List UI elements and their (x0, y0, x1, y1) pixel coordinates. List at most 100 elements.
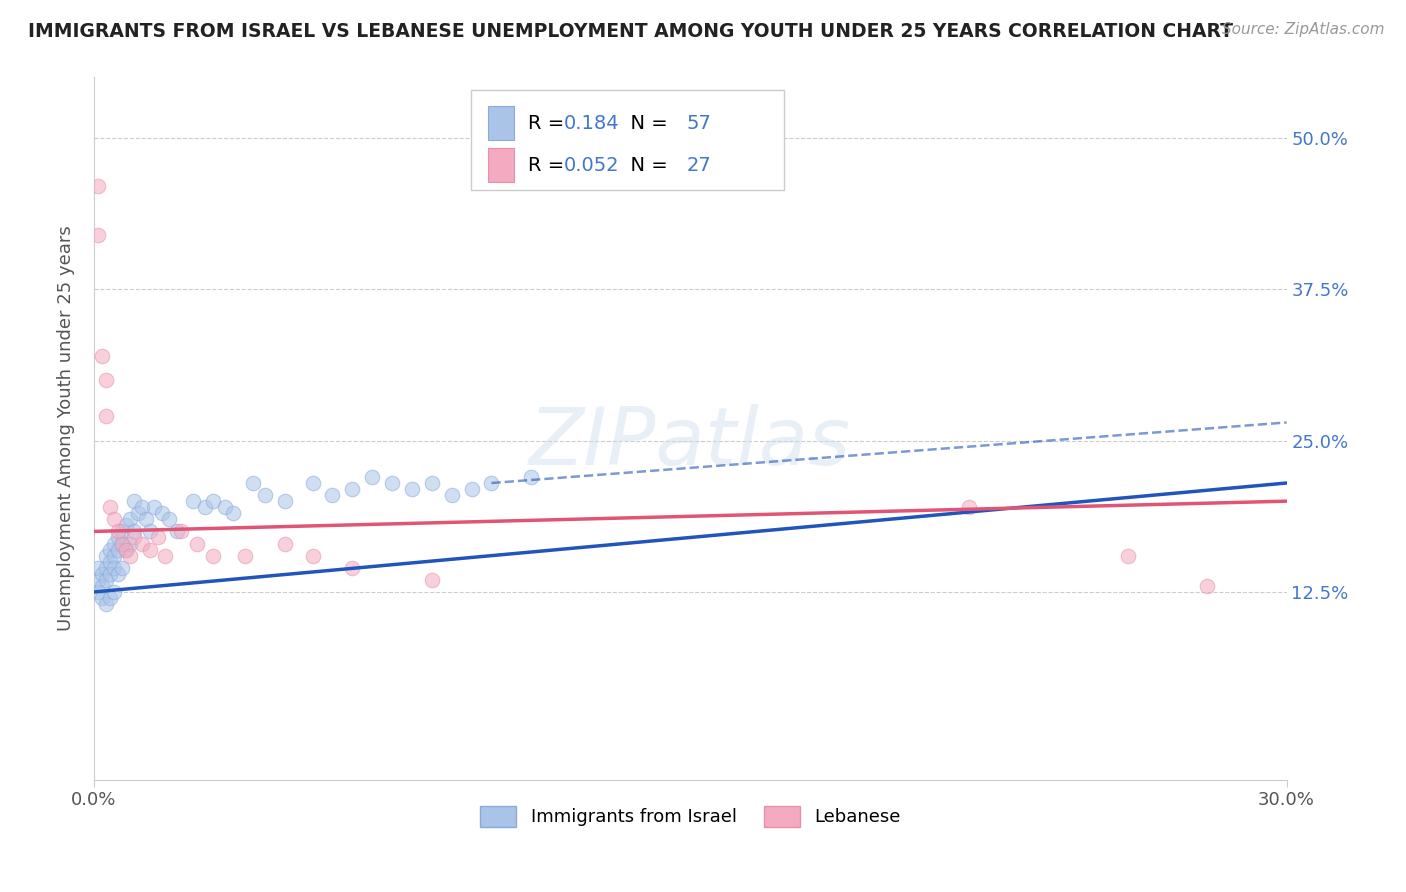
Point (87, 585, 110, 599)
Legend: Immigrants from Israel, Lebanese: Immigrants from Israel, Lebanese (472, 798, 908, 834)
Point (142, 500, 165, 515)
Point (111, 560, 134, 574)
Point (194, 500, 217, 515)
Point (342, 482, 364, 496)
Point (94, 409, 117, 424)
Point (94, 549, 117, 563)
Point (127, 506, 149, 520)
Point (202, 494, 225, 508)
Y-axis label: Unemployment Among Youth under 25 years: Unemployment Among Youth under 25 years (58, 226, 75, 632)
Point (111, 536, 134, 550)
Point (98, 591, 121, 605)
Point (111, 524, 134, 539)
Point (181, 494, 204, 508)
Bar (488, 106, 513, 140)
Text: R =: R = (529, 113, 571, 133)
Point (94, 560, 117, 574)
Point (440, 488, 463, 502)
Point (155, 549, 177, 563)
Point (1197, 579, 1219, 593)
Text: ZIPatlas: ZIPatlas (529, 403, 851, 482)
Text: IMMIGRANTS FROM ISRAEL VS LEBANESE UNEMPLOYMENT AMONG YOUTH UNDER 25 YEARS CORRE: IMMIGRANTS FROM ISRAEL VS LEBANESE UNEMP… (28, 22, 1233, 41)
Text: N =: N = (617, 156, 673, 175)
Point (481, 475, 503, 490)
Point (98, 500, 121, 515)
Text: 57: 57 (686, 113, 711, 133)
Point (274, 536, 297, 550)
Point (381, 475, 404, 490)
Point (103, 536, 125, 550)
Point (90, 566, 112, 581)
Point (361, 470, 384, 484)
Point (186, 536, 208, 550)
Point (87, 560, 110, 574)
Bar (488, 148, 513, 182)
Point (138, 542, 160, 557)
Point (94, 573, 117, 587)
Point (301, 475, 323, 490)
Point (103, 549, 125, 563)
Point (150, 506, 173, 520)
Point (114, 542, 136, 557)
Point (103, 585, 125, 599)
Point (107, 542, 129, 557)
Point (87, 179, 110, 194)
Point (98, 542, 121, 557)
Point (131, 500, 153, 515)
Point (242, 475, 264, 490)
Point (146, 531, 169, 545)
Text: R =: R = (529, 156, 571, 175)
Point (166, 524, 188, 539)
Text: 0.052: 0.052 (564, 156, 620, 175)
Point (90, 591, 112, 605)
Point (135, 512, 157, 526)
Point (94, 373, 117, 387)
Point (107, 531, 129, 545)
Point (94, 597, 117, 611)
Point (420, 573, 443, 587)
Text: N =: N = (617, 113, 673, 133)
Point (87, 573, 110, 587)
Point (138, 524, 160, 539)
Point (214, 500, 236, 515)
Point (321, 488, 343, 502)
Point (342, 560, 364, 574)
Point (301, 549, 323, 563)
Point (98, 566, 121, 581)
Point (118, 536, 141, 550)
Point (118, 549, 141, 563)
Point (122, 531, 145, 545)
Point (159, 512, 181, 526)
Point (87, 227, 110, 242)
Point (460, 482, 482, 496)
Point (170, 524, 193, 539)
Point (98, 555, 121, 569)
Point (274, 494, 297, 508)
Point (131, 536, 153, 550)
Point (103, 512, 125, 526)
Text: 27: 27 (686, 156, 711, 175)
Point (103, 560, 125, 574)
Text: Source: ZipAtlas.com: Source: ZipAtlas.com (1222, 22, 1385, 37)
Point (253, 488, 276, 502)
Point (233, 549, 256, 563)
Point (401, 482, 423, 496)
Point (114, 518, 136, 533)
Point (202, 549, 225, 563)
Text: 0.184: 0.184 (564, 113, 620, 133)
Point (420, 475, 443, 490)
Point (90, 349, 112, 363)
Point (118, 512, 141, 526)
Point (111, 536, 134, 550)
Point (90, 579, 112, 593)
Point (122, 494, 145, 508)
FancyBboxPatch shape (471, 90, 785, 191)
Point (222, 506, 245, 520)
Point (107, 524, 129, 539)
Point (107, 566, 129, 581)
Point (957, 500, 980, 515)
Point (114, 542, 136, 557)
Point (1116, 549, 1139, 563)
Point (520, 470, 543, 484)
Point (122, 524, 145, 539)
